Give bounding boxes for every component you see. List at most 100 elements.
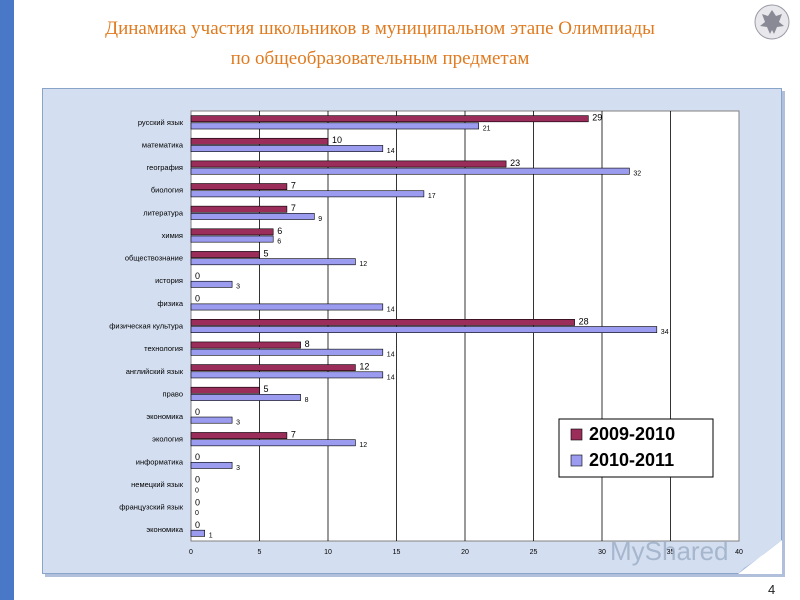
category-label: география: [147, 163, 183, 172]
bar-2009-2010: [190, 386, 260, 394]
data-label-2009-2010: 0: [195, 497, 200, 507]
page-number: 4: [768, 582, 776, 597]
category-label: химия: [162, 231, 183, 240]
data-label-2010-2011: 8: [305, 397, 309, 404]
category-label: физическая культура: [109, 322, 184, 331]
data-label-2010-2011: 14: [387, 374, 395, 381]
title-line-2: по общеобразовательным предметам: [230, 48, 530, 69]
data-label-2010-2011: 17: [428, 193, 436, 200]
data-label-2010-2011: 14: [387, 352, 395, 359]
data-label-2009-2010: 6: [277, 226, 282, 236]
data-label-2010-2011: 14: [387, 306, 395, 313]
legend-swatch: [570, 454, 583, 467]
data-label-2010-2011: 32: [633, 171, 641, 178]
data-label-2010-2011: 12: [359, 261, 367, 268]
legend-swatch: [570, 428, 583, 441]
watermark-text: MyShared: [610, 536, 729, 566]
data-label-2009-2010: 7: [291, 203, 296, 213]
category-label: экономика: [146, 525, 183, 534]
data-label-2010-2011: 12: [359, 442, 367, 449]
bar-2009-2010: [190, 160, 507, 168]
data-label-2010-2011: 3: [236, 284, 240, 291]
title-line-1: Динамика участия школьников в муниципаль…: [105, 18, 655, 39]
bar-2010-2011: [190, 394, 301, 401]
bar-2010-2011: [190, 145, 384, 152]
bar-2010-2011: [190, 416, 233, 424]
bar-2009-2010: [190, 364, 356, 372]
bar-2010-2011: [190, 439, 356, 447]
bar-2009-2010: [190, 432, 288, 439]
data-label-2009-2010: 8: [305, 339, 310, 349]
data-label-2010-2011: 3: [236, 420, 240, 427]
bar-2010-2011: [190, 303, 384, 311]
bar-2010-2011: [190, 213, 315, 220]
data-label-2009-2010: 5: [264, 384, 269, 394]
bar-2009-2010: [190, 205, 288, 213]
data-label-2009-2010: 28: [579, 316, 589, 326]
data-label-2010-2011: 1: [209, 533, 213, 540]
x-tick-label: 10: [324, 549, 332, 556]
category-label: история: [155, 276, 183, 285]
category-label: английский язык: [126, 367, 184, 376]
data-label-2009-2010: 0: [195, 520, 200, 530]
data-label-2010-2011: 34: [661, 329, 669, 336]
data-label-2009-2010: 0: [195, 407, 200, 417]
x-tick-label: 0: [189, 549, 193, 556]
data-label-2009-2010: 0: [195, 475, 200, 485]
data-label-2010-2011: 6: [277, 238, 281, 245]
bar-2010-2011: [190, 258, 356, 266]
data-label-2010-2011: 14: [387, 148, 395, 155]
bar-2010-2011: [190, 122, 480, 130]
category-label: экономика: [146, 412, 183, 421]
data-label-2010-2011: 9: [318, 216, 322, 223]
category-label: технология: [144, 344, 183, 353]
bar-2010-2011: [190, 167, 630, 175]
chart-panel: 0 5 10 15 20 25 30 35 40 русский язык 29 21 математи…: [42, 88, 782, 574]
category-label: физика: [157, 299, 183, 308]
data-label-2009-2010: 7: [291, 181, 296, 191]
x-tick-label: 35: [667, 549, 675, 556]
bar-2010-2011: [190, 280, 233, 288]
category-label: право: [163, 389, 183, 398]
bar-2009-2010: [190, 251, 260, 258]
x-tick-label: 25: [530, 549, 538, 556]
bar-2009-2010: [190, 341, 301, 349]
bar-2010-2011: [190, 326, 658, 333]
bar-2009-2010: [190, 319, 575, 326]
x-tick-label: 5: [258, 549, 262, 556]
x-tick-label: 20: [461, 549, 469, 556]
data-label-2010-2011: 21: [483, 125, 491, 132]
data-label-2009-2010: 7: [291, 429, 296, 439]
bar-2010-2011: [190, 190, 425, 198]
bar-2009-2010: [190, 137, 329, 145]
category-label: обществознание: [125, 254, 183, 263]
data-label-2009-2010: 12: [359, 362, 369, 372]
category-label: русский язык: [138, 118, 184, 127]
x-tick-label: 40: [735, 549, 743, 556]
data-label-2009-2010: 0: [195, 271, 200, 281]
category-label: информатика: [136, 457, 184, 466]
bar-2010-2011: [190, 371, 384, 379]
data-label-2009-2010: 23: [510, 158, 520, 168]
legend-box: [558, 418, 714, 478]
bar-2009-2010: [190, 115, 589, 123]
bar-2009-2010: [190, 228, 274, 236]
category-label: экология: [152, 435, 183, 444]
coat-of-arms-icon: [754, 4, 790, 40]
data-label-2010-2011: 3: [236, 465, 240, 472]
category-label: биология: [151, 186, 183, 195]
legend-label: 2010-2011: [589, 450, 674, 470]
x-tick-label: 15: [393, 549, 401, 556]
x-tick-label: 30: [598, 549, 606, 556]
data-label-2010-2011: 0: [195, 487, 199, 494]
bar-2010-2011: [190, 529, 205, 537]
page-title: Динамика участия школьников в муниципаль…: [30, 14, 730, 74]
left-accent-bar: [0, 0, 14, 600]
category-label: математика: [142, 140, 184, 149]
category-label: литература: [143, 208, 184, 217]
page-curl-decoration: [738, 540, 782, 574]
data-label-2009-2010: 0: [195, 452, 200, 462]
category-label: немецкий язык: [131, 480, 184, 489]
bar-2009-2010: [190, 183, 288, 191]
